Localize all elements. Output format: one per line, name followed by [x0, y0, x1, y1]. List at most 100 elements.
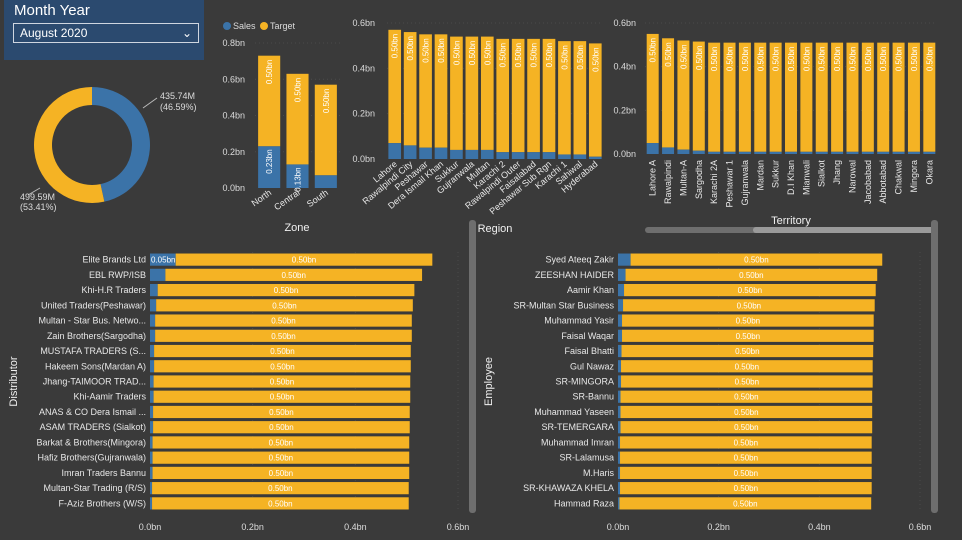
bar-data-label: 0.50bn — [739, 271, 763, 280]
y-tick-label: 0.4bn — [613, 62, 636, 72]
bar-sales — [434, 147, 448, 159]
bar-sales — [558, 154, 571, 159]
bar-sales — [646, 143, 659, 154]
territory-scrollbar-thumb[interactable] — [753, 227, 937, 233]
category-label: Sialkot — [817, 160, 827, 188]
bar-data-label: 0.50bn — [772, 47, 781, 71]
category-label: Aamir Khan — [567, 285, 614, 295]
bar-target — [861, 42, 874, 152]
bar-sales — [723, 151, 736, 154]
bar-target — [403, 32, 417, 146]
bar-target — [620, 421, 873, 434]
bar-target — [677, 40, 690, 150]
donut-label-sales-pct: (46.59%) — [160, 102, 197, 112]
x-axis-title: Territory — [771, 215, 811, 227]
bar-target — [434, 34, 448, 148]
category-label: Mianwali — [801, 160, 811, 195]
bar-data-label: 0.50bn — [406, 36, 415, 60]
bar-data-label: 0.50bn — [269, 438, 293, 447]
category-label: Okara — [924, 160, 934, 185]
bar-target — [630, 253, 883, 266]
bar-target — [152, 497, 409, 510]
bar-target — [620, 482, 872, 495]
bar-sales-data-label: 0.05bn — [151, 256, 175, 265]
bar-data-label: 0.50bn — [734, 469, 758, 478]
bar-sales — [618, 466, 621, 480]
bar-data-label: 0.50bn — [514, 43, 523, 67]
bar-data-label: 0.50bn — [833, 47, 842, 71]
bar-data-label: 0.50bn — [734, 454, 758, 463]
bar-sales — [618, 405, 621, 419]
bar-data-label: 0.50bn — [270, 378, 294, 387]
chevron-down-icon[interactable]: ⌄ — [181, 26, 192, 40]
category-label: Jhang-TAIMOOR TRAD... — [43, 377, 146, 387]
bar-data-label: 0.50bn — [787, 47, 796, 71]
bar-target — [621, 360, 873, 373]
bar-data-label: 0.50bn — [864, 47, 873, 71]
bar-target — [815, 42, 828, 152]
bar-sales — [923, 151, 936, 154]
bar-target — [620, 405, 873, 419]
bar-sales — [618, 482, 621, 495]
bar-data-label: 0.50bn — [269, 469, 293, 478]
bar-data-label: 0.50bn — [483, 41, 492, 65]
employee-scrollbar[interactable] — [931, 220, 938, 513]
distributor-scrollbar[interactable] — [469, 220, 476, 513]
bar-sales — [618, 283, 625, 297]
bar-target — [620, 466, 872, 480]
bar-data-label: 0.50bn — [726, 47, 735, 71]
bar-target — [646, 33, 659, 144]
bar-data-label: 0.50bn — [591, 47, 600, 71]
bar-data-label: 0.50bn — [281, 271, 305, 280]
donut-chart: 435.74M(46.59%) 499.59M(53.41%) — [20, 87, 197, 212]
bar-data-label: 0.50bn — [741, 47, 750, 71]
bar-target — [620, 451, 872, 464]
bar-target — [625, 268, 878, 281]
x-tick-label: 0.4bn — [344, 522, 367, 532]
bar-data-label: 0.50bn — [452, 41, 461, 65]
month-year-dropdown[interactable]: August 2020 ⌄ — [13, 23, 199, 43]
category-label: Chakwal — [894, 160, 904, 195]
bar-sales — [618, 451, 621, 464]
bar-target — [923, 42, 936, 152]
category-label: SR-Bannu — [572, 392, 614, 402]
y-tick-label: 0.2bn — [222, 147, 245, 157]
bar-sales — [150, 268, 166, 281]
category-label: Gul Nawaz — [570, 361, 615, 371]
territory-scrollbar[interactable] — [645, 227, 937, 233]
category-label: ANAS & CO Dera Ismail ... — [39, 407, 146, 417]
category-label: Multan-A — [678, 160, 688, 196]
bar-data-label: 0.50bn — [734, 484, 758, 493]
category-label: Barkat & Brothers(Mingora) — [36, 437, 146, 447]
bar-target — [419, 34, 432, 148]
bar-sales — [618, 497, 620, 510]
bar-data-label: 0.50bn — [268, 484, 292, 493]
bar-target — [622, 314, 874, 327]
category-label: Gujranwala — [740, 160, 750, 206]
category-label: Hammad Raza — [554, 498, 614, 508]
bar-target — [624, 283, 876, 297]
bar-target — [588, 43, 602, 157]
bar-data-label: 0.50bn — [322, 89, 331, 113]
x-tick-label: 0.0bn — [607, 522, 630, 532]
category-label: Narowal — [847, 160, 857, 193]
bar-data-label: 0.50bn — [530, 43, 539, 67]
donut-label-sales-value: 435.74M — [160, 91, 195, 101]
bar-target — [154, 360, 411, 373]
bar-data-label: 0.50bn — [270, 347, 294, 356]
x-tick-label: 0.2bn — [707, 522, 730, 532]
bar-data-label: 0.50bn — [391, 34, 400, 58]
bar-sales — [618, 421, 621, 434]
bar-data-label: 0.50bn — [271, 317, 295, 326]
bar-sales — [450, 149, 463, 159]
bar-sales — [800, 151, 813, 154]
bar-target — [314, 84, 337, 176]
bar-data-label: 0.50bn — [468, 41, 477, 65]
category-label: SR-TEMERGARA — [541, 422, 614, 432]
category-label: D.I Khan — [786, 160, 796, 195]
legend-sales-marker — [223, 22, 231, 30]
donut-slice-sales — [92, 87, 151, 202]
bar-data-label: 0.50bn — [879, 47, 888, 71]
x-tick-label: 0.6bn — [909, 522, 932, 532]
bar-sales — [618, 268, 626, 281]
